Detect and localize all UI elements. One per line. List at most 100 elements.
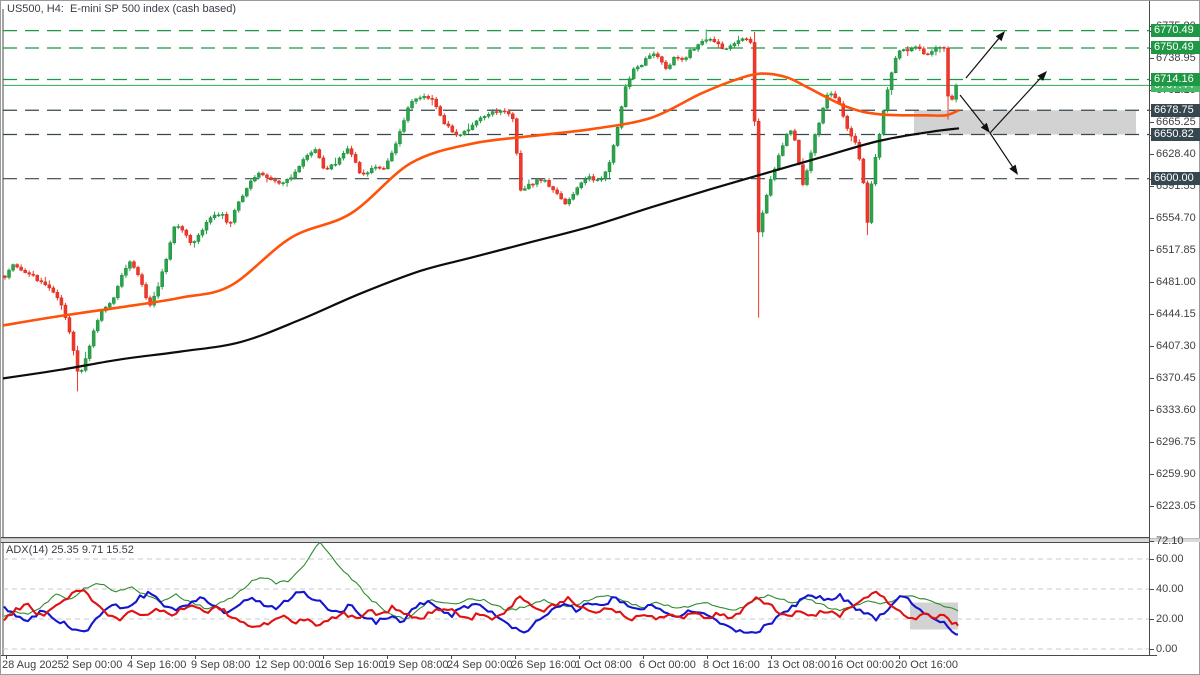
time-label-6-Oct-00-00: 6 Oct 00:00 xyxy=(639,659,696,671)
indicator-tick-72.10: 72.10 xyxy=(1156,534,1184,547)
arrow-head-1 xyxy=(980,122,990,133)
arrow-head-3 xyxy=(1009,164,1018,175)
price-tick-6223.05: 6223.05 xyxy=(1156,500,1196,513)
time-tick-mark xyxy=(835,656,836,659)
indicator-tick-20.00: 20.00 xyxy=(1156,613,1184,625)
price-level-badge-6650.82: 6650.82 xyxy=(1151,128,1200,142)
price-tick-6517.85: 6517.85 xyxy=(1156,244,1196,256)
price-level-badge-6714.16: 6714.16 xyxy=(1151,73,1200,87)
time-tick-mark xyxy=(387,656,388,659)
plus-di-line xyxy=(3,590,958,636)
time-label-20-Oct-16-00: 20 Oct 16:00 xyxy=(895,659,958,671)
price-tick-6370.45: 6370.45 xyxy=(1156,372,1196,385)
time-label-9-Sep-08-00: 9 Sep 08:00 xyxy=(191,659,251,671)
time-tick-mark xyxy=(899,656,900,659)
indicator-bottom-frame xyxy=(1,655,1157,656)
price-tick-6554.70: 6554.70 xyxy=(1156,212,1196,224)
indicator-tick-60.00: 60.00 xyxy=(1156,553,1184,565)
time-label-12-Sep-00-00: 12 Sep 00:00 xyxy=(255,659,321,671)
axis-tick-mark xyxy=(1150,218,1154,219)
arrow-head-0 xyxy=(995,31,1005,42)
minus-di-line xyxy=(3,589,959,628)
time-tick-mark xyxy=(6,656,7,659)
time-label-28-Aug-2025: 28 Aug 2025 xyxy=(2,659,64,671)
axis-tick-mark xyxy=(1150,442,1154,444)
axis-tick-mark xyxy=(1150,122,1154,123)
price-level-badge-6770.49: 6770.49 xyxy=(1151,24,1200,38)
arrow-line-2 xyxy=(989,77,1041,134)
axis-tick-mark xyxy=(1150,282,1154,283)
indicator-label: ADX(14) 25.35 9.71 15.52 xyxy=(6,544,134,556)
price-tick-6481.00: 6481.00 xyxy=(1156,276,1196,288)
time-tick-mark xyxy=(195,656,196,659)
time-tick-mark xyxy=(643,656,644,659)
time-label-19-Sep-08-00: 19 Sep 08:00 xyxy=(383,659,449,671)
price-tick-6333.60: 6333.60 xyxy=(1156,404,1196,417)
axis-tick-mark xyxy=(1150,619,1154,620)
axis-tick-mark xyxy=(1150,474,1154,476)
time-label-2-Sep-00-00: 2 Sep 00:00 xyxy=(63,659,123,671)
time-tick-mark xyxy=(707,656,708,659)
axis-tick-mark xyxy=(1150,314,1154,315)
adx-indicator-panel[interactable] xyxy=(1,542,1149,656)
ma-slow-line xyxy=(2,127,960,380)
main-chart-bottom-frame xyxy=(1,537,1149,538)
time-tick-mark xyxy=(131,656,132,659)
price-level-badge-6600.00: 6600.00 xyxy=(1151,172,1200,186)
price-tick-6259.90: 6259.90 xyxy=(1156,468,1196,481)
arrow-head-2 xyxy=(1037,71,1047,81)
axis-tick-mark xyxy=(1150,58,1154,59)
scenario-arrows xyxy=(959,31,1047,175)
indicator-tick-40.00: 40.00 xyxy=(1156,583,1184,595)
axis-tick-mark xyxy=(1150,410,1154,412)
chart-title: US500, H4: E-mini SP 500 index (cash bas… xyxy=(7,3,237,15)
axis-tick-mark xyxy=(1150,649,1154,650)
time-tick-mark xyxy=(771,656,772,659)
arrow-line-1 xyxy=(959,94,985,126)
axis-tick-mark xyxy=(1150,589,1154,590)
price-level-badge-6678.75: 6678.75 xyxy=(1151,103,1200,117)
time-label-4-Sep-16-00: 4 Sep 16:00 xyxy=(127,659,187,671)
price-tick-6444.15: 6444.15 xyxy=(1156,308,1196,320)
indicator-shaded-box xyxy=(910,602,958,630)
time-tick-mark xyxy=(579,656,580,659)
time-tick-mark xyxy=(323,656,324,659)
price-tick-6407.30: 6407.30 xyxy=(1156,340,1196,353)
panel-splitter[interactable] xyxy=(1,538,1200,542)
time-label-24-Sep-00-00: 24 Sep 00:00 xyxy=(447,659,513,671)
arrow-line-3 xyxy=(989,132,1013,168)
ma-fast-line xyxy=(2,72,960,327)
candles-layer xyxy=(3,29,958,392)
time-label-8-Oct-16-00: 8 Oct 16:00 xyxy=(703,659,760,671)
level-lines xyxy=(3,30,1149,180)
time-tick-mark xyxy=(67,656,68,659)
time-label-26-Sep-16-00: 26 Sep 16:00 xyxy=(511,659,577,671)
price-axis-line xyxy=(1149,1,1150,656)
time-tick-mark xyxy=(515,656,516,659)
time-tick-mark xyxy=(259,656,260,659)
axis-tick-mark xyxy=(1150,506,1154,508)
axis-tick-mark xyxy=(1150,346,1154,348)
price-level-badge-6750.49: 6750.49 xyxy=(1151,41,1200,55)
time-tick-mark xyxy=(451,656,452,659)
main-price-chart[interactable] xyxy=(1,1,1149,538)
indicator-top-frame xyxy=(1,542,1149,543)
adx-line xyxy=(3,542,959,620)
price-tick-6296.75: 6296.75 xyxy=(1156,436,1196,449)
time-label-16-Sep-16-00: 16 Sep 16:00 xyxy=(319,659,385,671)
axis-tick-mark xyxy=(1150,186,1154,187)
time-label-1-Oct-08-00: 1 Oct 08:00 xyxy=(575,659,632,671)
axis-tick-mark xyxy=(1150,154,1154,155)
axis-tick-mark xyxy=(1150,540,1154,542)
axis-tick-mark xyxy=(1150,378,1154,380)
time-label-13-Oct-08-00: 13 Oct 08:00 xyxy=(767,659,830,671)
price-tick-6665.25: 6665.25 xyxy=(1156,116,1196,128)
price-tick-6738.95: 6738.95 xyxy=(1156,52,1196,64)
axis-tick-mark xyxy=(1150,250,1154,251)
time-label-16-Oct-00-00: 16 Oct 00:00 xyxy=(831,659,894,671)
axis-tick-mark xyxy=(1150,559,1154,560)
indicator-tick-0.00: 0.00 xyxy=(1156,643,1178,655)
arrow-line-0 xyxy=(965,38,1000,79)
price-tick-6628.40: 6628.40 xyxy=(1156,148,1196,160)
